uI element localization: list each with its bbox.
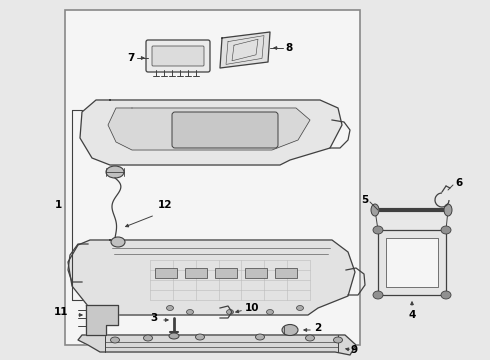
Ellipse shape (226, 310, 234, 315)
Text: 11: 11 (53, 307, 68, 317)
Bar (215, 268, 237, 278)
Ellipse shape (111, 337, 120, 343)
Text: 8: 8 (285, 43, 292, 53)
Ellipse shape (441, 226, 451, 234)
Text: 1: 1 (54, 200, 62, 210)
Text: 3: 3 (151, 313, 158, 323)
Ellipse shape (371, 204, 379, 216)
Ellipse shape (106, 166, 124, 178)
Bar (245, 268, 267, 278)
Polygon shape (86, 305, 118, 335)
FancyBboxPatch shape (152, 46, 204, 66)
Text: 2: 2 (314, 323, 321, 333)
Text: 6: 6 (455, 178, 462, 188)
Ellipse shape (187, 310, 194, 315)
Ellipse shape (169, 333, 179, 339)
Polygon shape (78, 335, 356, 355)
Ellipse shape (196, 334, 204, 340)
Ellipse shape (282, 324, 298, 336)
Ellipse shape (373, 226, 383, 234)
Ellipse shape (296, 306, 303, 310)
Text: 5: 5 (361, 195, 368, 205)
FancyBboxPatch shape (146, 40, 210, 72)
Bar (185, 268, 207, 278)
Ellipse shape (111, 237, 125, 247)
FancyBboxPatch shape (172, 112, 278, 148)
Polygon shape (68, 240, 355, 315)
Bar (386, 238, 438, 287)
Text: 4: 4 (408, 310, 416, 320)
Bar (155, 268, 177, 278)
Bar (65, 10, 360, 345)
Ellipse shape (373, 291, 383, 299)
Ellipse shape (334, 337, 343, 343)
Text: 7: 7 (127, 53, 135, 63)
Text: 12: 12 (158, 200, 172, 210)
Ellipse shape (167, 306, 173, 310)
Bar (275, 268, 297, 278)
Ellipse shape (255, 334, 265, 340)
Ellipse shape (441, 291, 451, 299)
Text: 10: 10 (245, 303, 260, 313)
Bar (378, 230, 446, 295)
Polygon shape (108, 108, 310, 150)
Text: 9: 9 (350, 345, 357, 355)
Ellipse shape (305, 335, 315, 341)
Ellipse shape (444, 204, 452, 216)
Ellipse shape (267, 310, 273, 315)
Polygon shape (220, 32, 270, 68)
Ellipse shape (144, 335, 152, 341)
Polygon shape (80, 100, 342, 165)
